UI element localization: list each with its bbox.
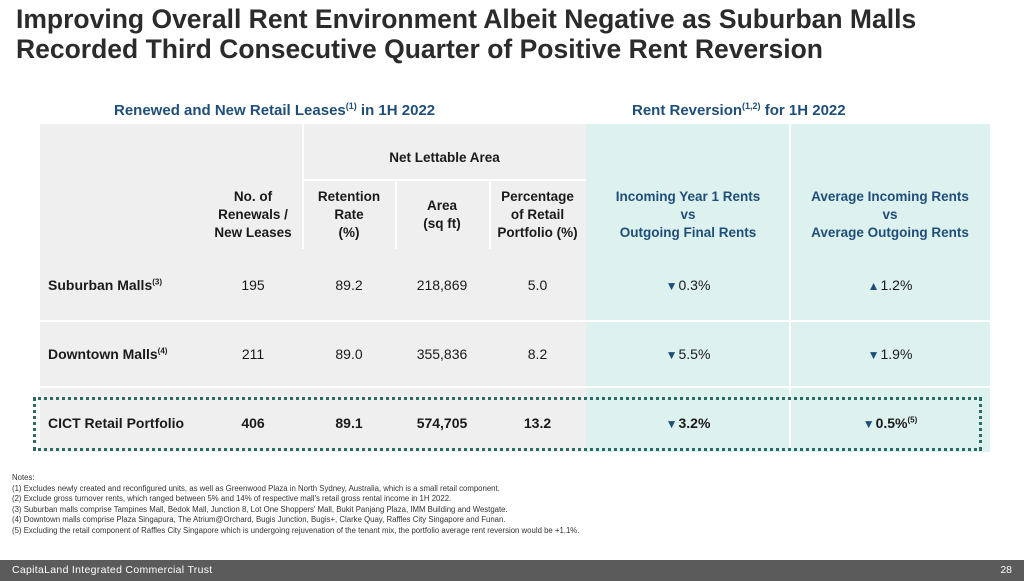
- row-label-portfolio: CICT Retail Portfolio: [48, 415, 185, 431]
- cell-retention: 89.0: [335, 346, 363, 362]
- row-label-suburban: Suburban Malls(3): [48, 277, 163, 293]
- cell-renewals: 406: [241, 415, 265, 431]
- divider: [302, 124, 304, 249]
- col-header-area: Area (sq ft): [423, 198, 461, 231]
- footnote: (2) Exclude gross turnover rents, which …: [12, 494, 452, 503]
- leases-section-heading: Renewed and New Retail Leases(1) in 1H 2…: [114, 101, 436, 119]
- cell-average-incoming: ▲1.2%: [867, 277, 913, 293]
- cell-renewals: 211: [241, 346, 265, 362]
- down-triangle-icon: ▼: [867, 348, 880, 362]
- cell-average-incoming: ▼1.9%: [867, 346, 913, 362]
- footnotes: Notes: (1) Excludes newly created and re…: [12, 473, 1012, 536]
- down-triangle-icon: ▼: [862, 417, 875, 431]
- col-header-incoming-year1: Incoming Year 1 Rents vs Outgoing Final Re…: [615, 189, 761, 240]
- footer-bar: CapitaLand Integrated Commercial Trust 2…: [0, 560, 1024, 581]
- footnote: (5) Excluding the retail component of Ra…: [12, 525, 580, 535]
- cell-incoming-year1: ▼5.5%: [665, 346, 711, 362]
- net-lettable-area-header: Net Lettable Area: [389, 149, 500, 165]
- rent-reversion-section-heading: Rent Reversion(1,2) for 1H 2022: [632, 101, 846, 119]
- notes-heading: Notes:: [12, 473, 35, 482]
- down-triangle-icon: ▼: [665, 417, 678, 431]
- col-header-retention: Retention Rate (%): [317, 189, 381, 240]
- cell-percentage: 13.2: [523, 415, 552, 431]
- cell-area: 355,836: [416, 346, 468, 362]
- company-name: CapitaLand Integrated Commercial Trust: [12, 564, 213, 576]
- cell-area: 574,705: [416, 415, 468, 431]
- footnote: (3) Suburban malls comprise Tampines Mal…: [12, 504, 508, 514]
- footnote: (1) Excludes newly created and reconfigu…: [12, 483, 500, 493]
- cell-area: 218,869: [416, 277, 468, 293]
- page-title: Improving Overall Rent Environment Albei…: [16, 4, 917, 64]
- col-header-renewals: No. of Renewals / New Leases: [214, 189, 292, 240]
- row-divider: [40, 320, 990, 322]
- divider: [489, 180, 491, 249]
- down-triangle-icon: ▼: [665, 279, 678, 293]
- footnote: (4) Downtown malls comprise Plaza Singap…: [12, 515, 506, 524]
- cell-retention: 89.2: [335, 277, 363, 293]
- col-header-percentage: Percentage of Retail Portfolio (%): [497, 189, 578, 240]
- cell-renewals: 195: [241, 277, 265, 293]
- cell-percentage: 5.0: [527, 277, 548, 293]
- up-triangle-icon: ▲: [867, 279, 880, 293]
- row-label-downtown: Downtown Malls(4): [48, 346, 168, 362]
- cell-incoming-year1: ▼0.3%: [665, 277, 711, 293]
- divider: [789, 124, 791, 452]
- col-header-average-incoming: Average Incoming Rents vs Average Outgoing…: [811, 189, 969, 240]
- cell-retention: 89.1: [335, 415, 363, 431]
- cell-incoming-year1: ▼3.2%: [665, 415, 711, 431]
- row-divider: [40, 386, 990, 388]
- page-number: 28: [1000, 564, 1012, 576]
- divider: [302, 179, 586, 181]
- cell-percentage: 8.2: [527, 346, 548, 362]
- down-triangle-icon: ▼: [665, 348, 678, 362]
- cell-average-incoming: ▼0.5%(5): [862, 415, 918, 431]
- portfolio-total-highlight: [33, 397, 982, 451]
- divider: [395, 180, 397, 249]
